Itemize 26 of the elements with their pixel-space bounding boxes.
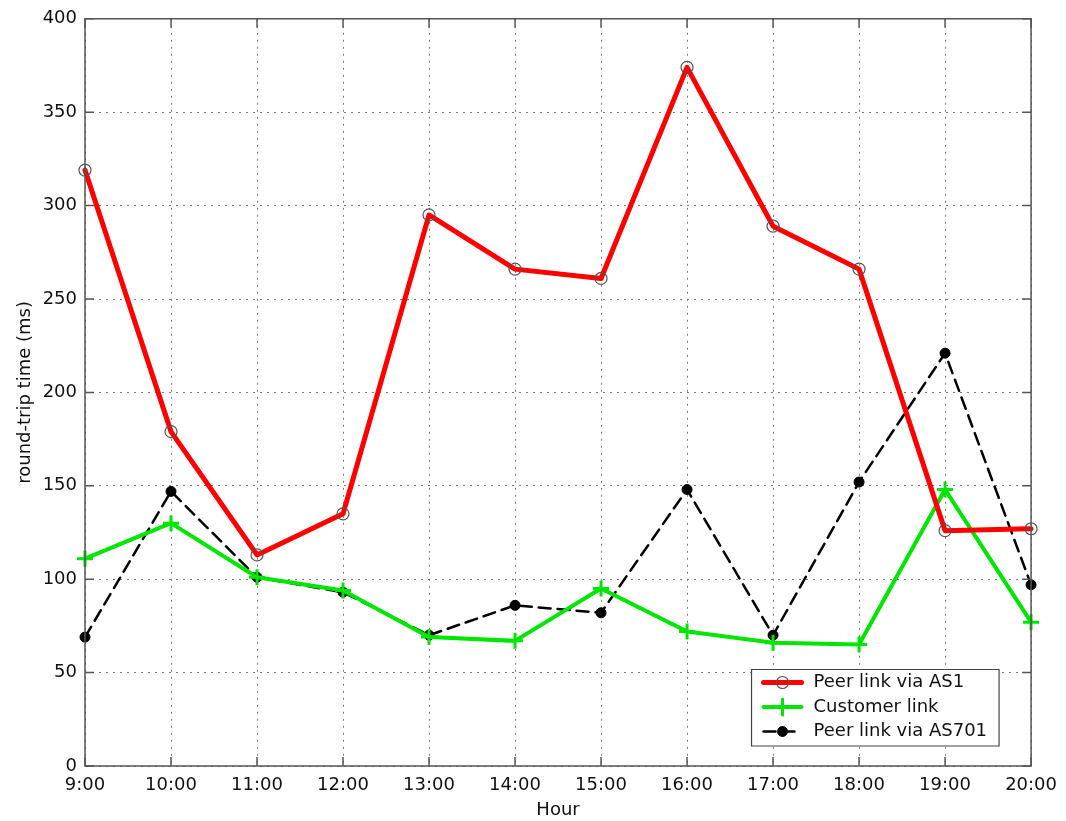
x-tick-label: 14:00 [489,773,541,795]
y-tick-label: 150 [42,473,77,495]
x-tick-label: 9:00 [64,773,106,795]
x-tick-label: 16:00 [661,773,713,795]
x-tick-label: 12:00 [317,773,369,795]
legend-label: Peer link via AS701 [813,719,988,741]
x-tick-label: 11:00 [231,773,283,795]
x-tick-label: 20:00 [1005,773,1057,795]
y-tick-label: 200 [42,380,77,402]
x-tick-label: 10:00 [145,773,197,795]
x-axis-title: Hour [536,797,581,819]
y-tick-label: 300 [42,193,77,215]
legend-label: Customer link [813,694,940,716]
y-tick-label: 0 [65,753,77,775]
x-tick-label: 19:00 [919,773,971,795]
x-tick-label: 17:00 [747,773,799,795]
y-tick-label: 100 [42,566,77,588]
y-axis-title: round-trip time (ms) [13,301,35,484]
x-tick-label: 13:00 [403,773,455,795]
y-tick-label: 350 [42,99,77,121]
y-tick-label: 50 [54,660,77,682]
y-tick-label: 400 [42,6,77,28]
y-tick-label: 250 [42,286,77,308]
legend-label: Peer link via AS1 [813,670,965,692]
x-tick-label: 15:00 [575,773,627,795]
x-tick-label: 18:00 [833,773,885,795]
